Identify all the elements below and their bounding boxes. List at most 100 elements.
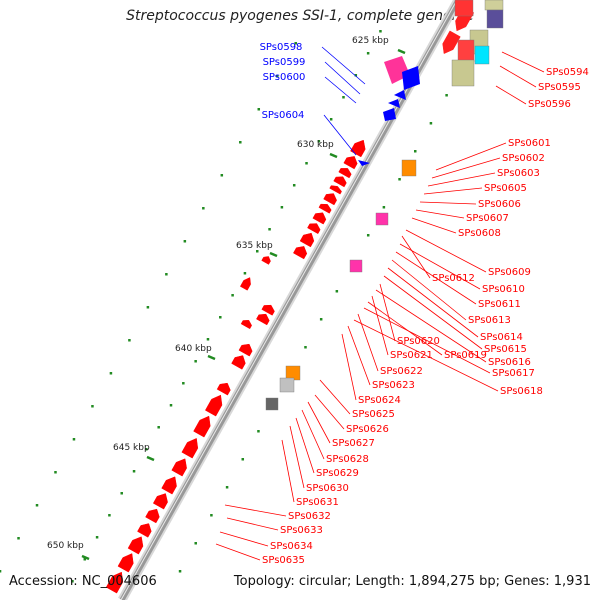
gene-label-reverse: SPs0600 [263,72,306,83]
label-connector [341,333,357,401]
scale-dot-outer [183,240,187,243]
label-connector [324,76,357,104]
gene-label-forward: SPs0620 [397,336,440,347]
scale-dot-right [429,122,433,125]
scale-dot [379,30,382,33]
scale-dot-right [257,430,260,433]
scale-dot [256,250,259,253]
label-connector [395,251,477,305]
gene-label-forward: SPs0610 [482,284,525,295]
gene-box [279,377,295,393]
gene-label-forward: SPs0632 [288,511,331,522]
gene-label-forward: SPs0607 [466,213,509,224]
gene-label-forward: SPs0601 [508,138,551,149]
gene-label-forward: SPs0603 [497,168,540,179]
scale-dot [157,426,160,429]
label-connector [224,504,287,517]
scale-major-tick [397,48,406,55]
gene-arrow-forward [117,553,134,573]
gene-box [401,159,417,177]
scale-dot [329,118,333,121]
gene-arrow-forward [239,277,251,291]
scale-dot [305,162,308,165]
gene-box [265,397,279,411]
label-connector [307,401,331,444]
gene-label-forward: SPs0624 [358,395,401,406]
label-connector [419,201,477,205]
label-connector [301,409,325,460]
scale-dot [71,580,74,583]
gene-label-reverse: SPs0604 [262,110,305,121]
gene-box [451,59,475,87]
gene-arrow-forward [216,382,231,396]
scale-label: 630 kbp [297,140,334,150]
label-connectors [215,46,545,561]
gene-arrow-forward [193,415,211,438]
gene-arrow-forward [338,168,352,179]
scale-dot-right [178,570,182,573]
gene-label-forward: SPs0618 [500,386,543,397]
gene-label-forward: SPs0616 [488,357,531,368]
scale-dot [206,338,210,341]
scale-dot-right [194,542,197,545]
label-connector [431,157,501,179]
gene-box [457,39,475,63]
map-title: Streptococcus pyogenes SSI-1, complete g… [126,8,474,24]
gene-label-forward: SPs0602 [502,153,545,164]
scale-dot-outer [239,141,242,144]
label-connector [215,543,261,561]
scale-dot-outer [35,504,39,507]
label-connector [314,394,345,430]
gene-arrow-forward [181,437,199,459]
label-connector [289,425,305,489]
label-connector [347,325,371,386]
gene-box [474,45,490,65]
scale-dot [342,96,345,99]
gene-box [486,9,504,29]
gene-label-forward: SPs0606 [478,199,521,210]
label-connector [321,46,366,85]
label-connector [353,319,499,392]
gene-arrow-forward [329,185,342,195]
scale-dot-right [241,458,245,461]
gene-arrow-forward [261,256,271,265]
label-connector [427,172,496,187]
gene-features [105,0,504,594]
gene-label-forward: SPs0627 [332,438,375,449]
scale-dot-right [382,206,386,209]
gene-arrow-forward [205,394,223,417]
scale-dot-outer [276,75,279,78]
gene-label-forward: SPs0608 [458,228,501,239]
gene-arrow-forward [299,232,315,248]
gene-label-forward: SPs0617 [492,368,535,379]
scale-major-tick [329,152,338,159]
scale-dot-right [304,346,307,349]
gene-label-forward: SPs0631 [296,497,339,508]
gene-arrow-forward [333,176,347,188]
gene-box [454,0,474,17]
gene-arrow-forward [323,193,337,206]
scale-label: 650 kbp [47,541,84,551]
gene-label-forward: SPs0594 [546,67,589,78]
label-connector [367,301,443,356]
scale-dot-outer [202,207,205,210]
label-connector [226,517,279,531]
label-connector [405,229,487,273]
label-connector [295,417,315,474]
gene-arrow-forward [350,139,366,158]
scale-major-tick [269,251,278,258]
label-connector [324,61,361,95]
backbone-highlight [120,0,458,600]
label-connector [219,531,269,547]
label-connector [375,289,487,363]
scale-dot [83,558,87,561]
label-connector [357,313,379,372]
scale-dot [95,536,99,539]
scale-dot-right [445,94,448,97]
label-connector [383,275,483,350]
gene-arrow-forward [307,223,321,235]
gene-label-forward: SPs0596 [528,99,571,110]
gene-label-reverse: SPs0598 [260,42,303,53]
scale-dot [366,52,370,55]
